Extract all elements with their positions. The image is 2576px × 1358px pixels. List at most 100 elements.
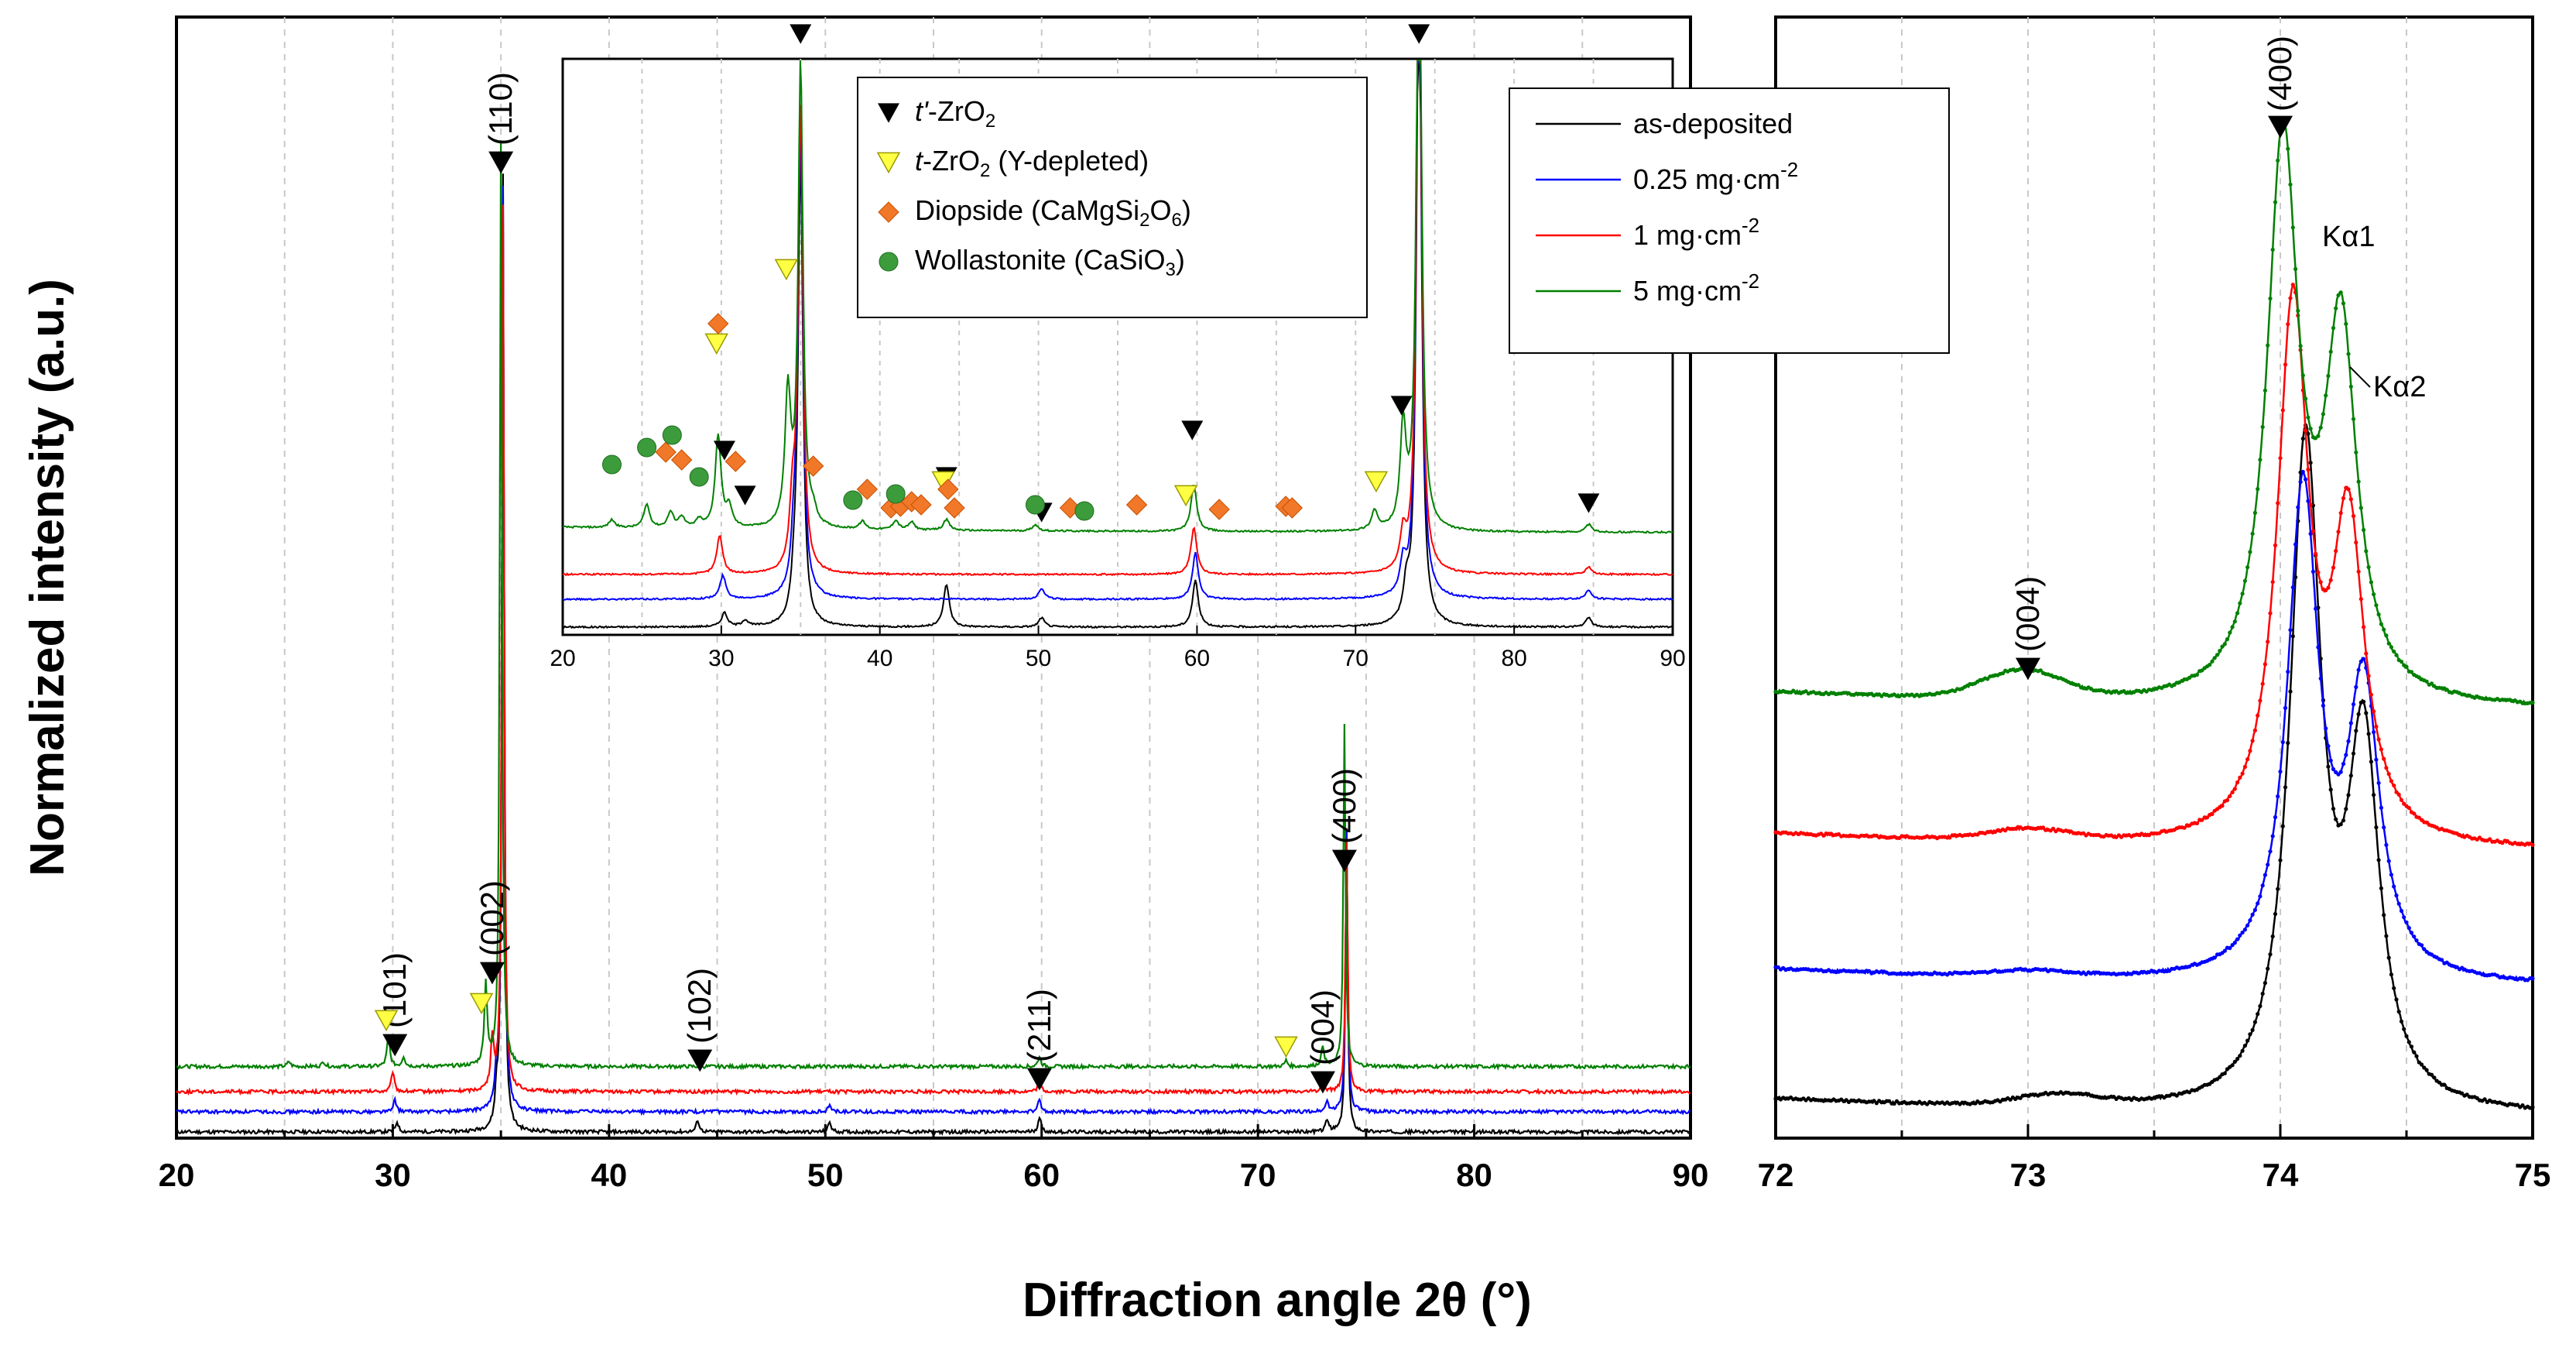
detail-data-point: [2240, 1048, 2245, 1053]
detail-data-point: [2290, 585, 2295, 590]
detail-data-point: [2338, 290, 2343, 295]
detail-data-point: [2338, 770, 2343, 774]
detail-data-point: [2300, 373, 2305, 378]
detail-data-point: [2344, 321, 2348, 326]
detail-data-point: [2404, 1034, 2409, 1038]
detail-data-point: [2278, 770, 2283, 774]
detail-data-point: [2328, 349, 2333, 354]
detail-data-point: [2266, 862, 2270, 867]
detail-data-point: [2384, 633, 2389, 638]
detail-data-point: [2346, 352, 2351, 356]
detail-data-point: [2399, 908, 2404, 914]
legend-text-part: 2: [1139, 210, 1149, 231]
detail-data-point: [2356, 712, 2361, 717]
detail-data-point: [2351, 417, 2356, 421]
detail-data-point: [2384, 766, 2389, 770]
detail-data-point: [2242, 928, 2247, 932]
detail-data-point: [2412, 934, 2417, 939]
detail-data-point: [2402, 1027, 2406, 1031]
inset-series-group: [562, 60, 1673, 629]
detail-data-point: [2266, 966, 2270, 971]
detail-data-point: [2200, 818, 2204, 822]
detail-peak-annotations: (400) (004) Kα1 Kα2: [2009, 36, 2426, 681]
diopside-marker: [1281, 497, 1303, 519]
diopside-marker: [802, 455, 824, 477]
tprime-zro2-marker: [1181, 420, 1204, 441]
detail-data-point: [2366, 674, 2371, 678]
main-x-tick-label: 60: [1023, 1157, 1060, 1193]
inset-x-tick-label: 30: [708, 646, 734, 671]
detail-data-point: [2326, 764, 2331, 769]
detail-data-point: [2358, 659, 2363, 664]
detail-data-point: [2409, 670, 2414, 674]
detail-data-point: [2334, 549, 2338, 554]
detail-data-point: [2424, 1068, 2429, 1072]
peak-label: (211): [1021, 989, 1057, 1062]
detail-data-point: [2392, 783, 2396, 788]
detail-data-point: [2372, 793, 2376, 797]
inset-phase-markers: [602, 24, 1600, 523]
tprime-zro2-marker: [734, 485, 756, 506]
tprime-zro2-marker: [488, 151, 514, 174]
diopside-marker: [856, 478, 879, 500]
t-zro2-y-depleted-marker: [774, 259, 799, 281]
legend-text-part: (Y-depleted): [990, 145, 1149, 177]
detail-data-point: [2430, 1072, 2434, 1077]
inset-series-line: [562, 60, 1673, 534]
tprime-zro2-marker: [790, 24, 812, 44]
detail-data-point: [2358, 597, 2363, 602]
detail-data-point: [2280, 740, 2285, 745]
detail-data-point: [2442, 1082, 2447, 1087]
detail-data-point: [2225, 797, 2230, 803]
detail-data-point: [2414, 1054, 2419, 1058]
detail-data-point: [2230, 625, 2235, 629]
inset-x-tick-label: 80: [1501, 646, 1526, 671]
detail-data-point: [2288, 689, 2293, 694]
detail-data-point: [1867, 969, 1872, 973]
detail-data-point: [2314, 606, 2318, 611]
wollastonite-marker: [1025, 495, 1045, 515]
legend-text-part: -ZrO: [923, 145, 980, 177]
detail-data-point: [2376, 612, 2381, 617]
detail-data-point: [2276, 501, 2280, 506]
detail-data-point: [2348, 773, 2353, 778]
detail-data-point: [2417, 815, 2421, 820]
detail-data-point: [2396, 1010, 2401, 1014]
detail-x-tick-label: 75: [2515, 1157, 2551, 1193]
tprime-zro2-marker: [713, 441, 735, 461]
detail-data-point: [1892, 1101, 1896, 1106]
detail-data-point: [2396, 901, 2401, 906]
detail-data-point: [2362, 657, 2366, 661]
legend-phase-label: Wollastonite (CaSiO3): [915, 244, 1185, 280]
tprime-zro2-marker: [1390, 396, 1413, 416]
detail-data-point: [2328, 787, 2333, 792]
main-x-tick-label: 20: [159, 1157, 195, 1193]
peak-label: (004): [1304, 989, 1341, 1065]
main-series-line: [176, 140, 1691, 1072]
main-x-tick-label: 40: [591, 1157, 627, 1193]
detail-data-point: [2260, 424, 2265, 430]
detail-data-point: [2341, 496, 2346, 501]
legend-text-part: -2: [1742, 214, 1759, 237]
detail-data-point: [2374, 603, 2379, 608]
detail-data-point: [2280, 408, 2285, 413]
detail-data-point: [2341, 762, 2346, 766]
detail-data-point: [2256, 713, 2260, 718]
detail-data-point: [2369, 760, 2373, 764]
detail-data-point: [2304, 477, 2308, 482]
detail-data-point: [2318, 580, 2323, 585]
legend-tprime-marker: [878, 103, 899, 123]
detail-data-point: [2260, 883, 2265, 888]
detail-data-point: [2406, 926, 2411, 931]
detail-data-point: [2372, 730, 2376, 735]
detail-data-point: [2218, 649, 2222, 653]
detail-data-point: [2248, 918, 2252, 923]
detail-data-point: [2250, 531, 2255, 536]
detail-data-point: [2232, 619, 2237, 624]
detail-data-point: [2270, 580, 2275, 585]
legend-text-part: t: [915, 145, 924, 177]
detail-data-point: [2406, 805, 2411, 811]
detail-data-point: [2326, 744, 2331, 749]
detail-data-point: [2266, 640, 2270, 644]
